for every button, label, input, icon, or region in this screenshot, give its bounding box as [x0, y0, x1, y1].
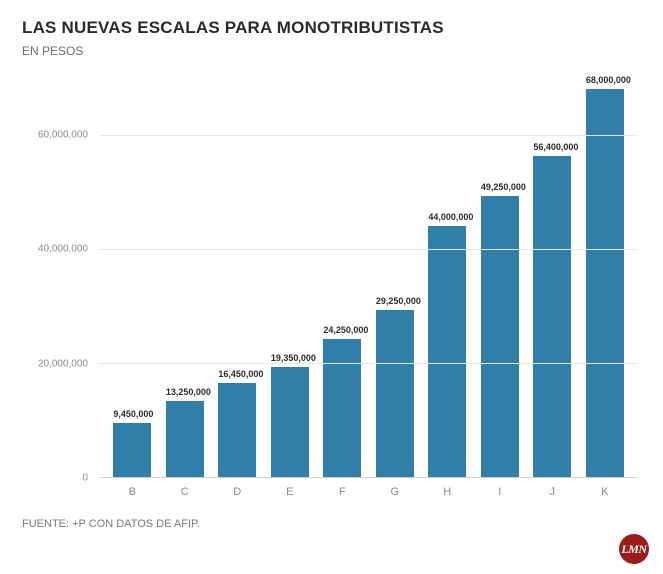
bar-slot: 16,450,000 — [211, 78, 264, 477]
bar-value-label: 16,450,000 — [218, 369, 263, 379]
x-tick-label: K — [579, 478, 632, 508]
x-tick-label: B — [106, 478, 159, 508]
x-tick-label: F — [316, 478, 369, 508]
chart-title: LAS NUEVAS ESCALAS PARA MONOTRIBUTISTAS — [22, 18, 641, 38]
bar-slot: 29,250,000 — [369, 78, 422, 477]
x-tick-label: E — [264, 478, 317, 508]
y-tick-label: 40,000,000 — [38, 244, 88, 255]
bar: 29,250,000 — [376, 310, 414, 477]
gridline — [100, 363, 637, 364]
bars-container: 9,450,000 13,250,000 16,450,000 19,350,000 2… — [100, 78, 637, 477]
x-tick-label: C — [159, 478, 212, 508]
gridline — [100, 249, 637, 250]
bar: 13,250,000 — [166, 401, 204, 477]
bar-slot: 49,250,000 — [474, 78, 527, 477]
chart-area: 0 20,000,000 40,000,000 60,000,000 9,450,00… — [22, 78, 641, 508]
chart-subtitle: EN PESOS — [22, 44, 641, 58]
bar-slot: 19,350,000 — [264, 78, 317, 477]
bar-value-label: 56,400,000 — [533, 142, 578, 152]
bar: 49,250,000 — [481, 196, 519, 477]
bar: 16,450,000 — [218, 383, 256, 477]
bar: 24,250,000 — [323, 339, 361, 477]
bar-slot: 24,250,000 — [316, 78, 369, 477]
x-tick-label: I — [474, 478, 527, 508]
y-tick-label: 0 — [82, 473, 88, 484]
y-tick-label: 60,000,000 — [38, 130, 88, 141]
plot-area: 9,450,000 13,250,000 16,450,000 19,350,000 2… — [100, 78, 637, 478]
bar: 56,400,000 — [533, 156, 571, 477]
bar-value-label: 44,000,000 — [428, 212, 473, 222]
bar: 9,450,000 — [113, 423, 151, 477]
bar: 19,350,000 — [271, 367, 309, 477]
bar-slot: 68,000,000 — [579, 78, 632, 477]
x-axis: BCDEFGHIJK — [100, 478, 637, 508]
y-tick-label: 20,000,000 — [38, 358, 88, 369]
bar-value-label: 9,450,000 — [113, 409, 153, 419]
y-axis: 020,000,00040,000,00060,000,000 — [22, 78, 94, 478]
bar-value-label: 19,350,000 — [271, 353, 316, 363]
x-tick-label: H — [421, 478, 474, 508]
bar: 68,000,000 — [586, 89, 624, 477]
x-tick-label: D — [211, 478, 264, 508]
bar-slot: 56,400,000 — [526, 78, 579, 477]
x-tick-label: G — [369, 478, 422, 508]
bar-slot: 9,450,000 — [106, 78, 159, 477]
bar-value-label: 24,250,000 — [323, 325, 368, 335]
x-tick-label: J — [526, 478, 579, 508]
brand-logo: LMN — [619, 534, 649, 564]
bar-slot: 13,250,000 — [159, 78, 212, 477]
bar-value-label: 29,250,000 — [376, 296, 421, 306]
bar-value-label: 13,250,000 — [166, 387, 211, 397]
bar-value-label: 68,000,000 — [586, 75, 631, 85]
gridline — [100, 135, 637, 136]
bar-value-label: 49,250,000 — [481, 182, 526, 192]
bar: 44,000,000 — [428, 226, 466, 477]
chart-footer: FUENTE: +P CON DATOS DE AFIP. — [22, 518, 641, 530]
bar-slot: 44,000,000 — [421, 78, 474, 477]
